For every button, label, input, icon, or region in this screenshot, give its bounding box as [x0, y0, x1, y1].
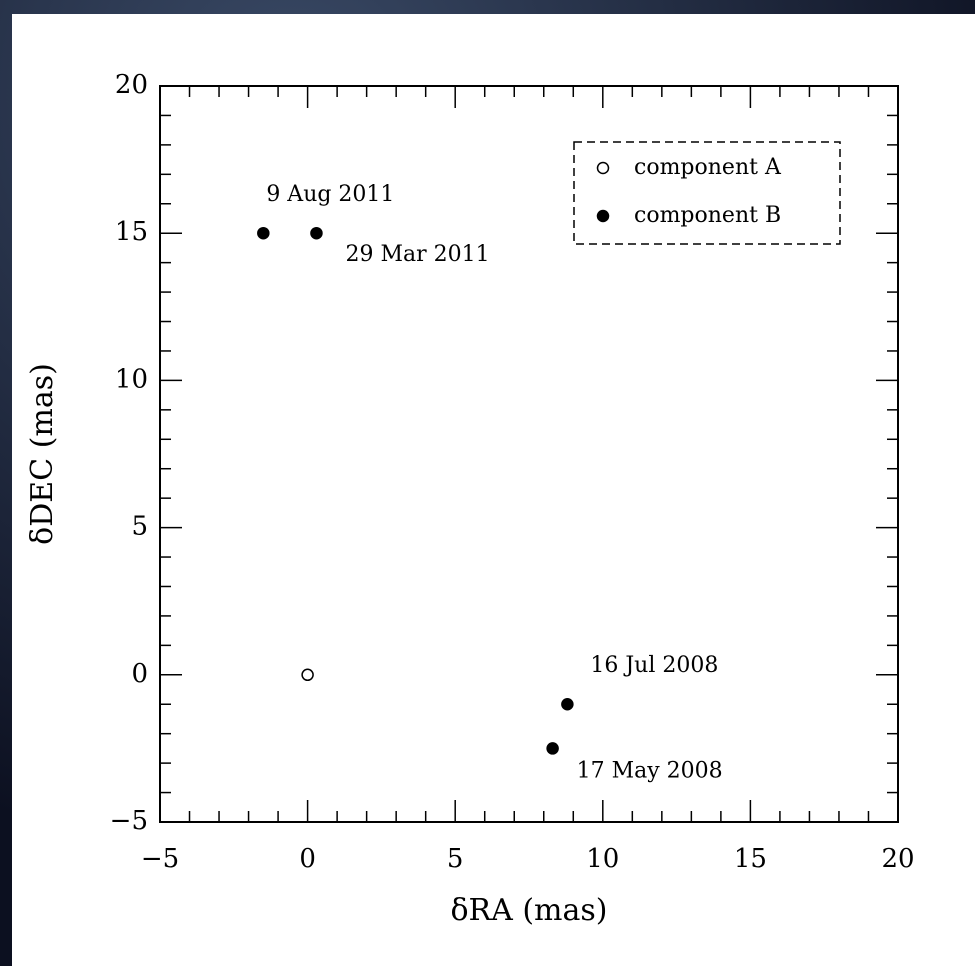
legend-marker — [596, 209, 610, 223]
y-tick-label: 0 — [131, 659, 148, 689]
y-tick-label: 20 — [115, 70, 148, 100]
y-axis-label: δDEC (mas) — [25, 363, 60, 545]
y-tick-label: −5 — [110, 806, 148, 836]
x-tick-label: 15 — [734, 844, 767, 874]
plot-frame — [159, 85, 899, 823]
x-tick-label: 20 — [881, 844, 914, 874]
point-label: 9 Aug 2011 — [266, 182, 394, 207]
point-label: 17 May 2008 — [577, 758, 723, 783]
y-tick-label: 5 — [131, 512, 148, 542]
legend-box — [573, 141, 841, 245]
x-tick-label: 0 — [299, 844, 316, 874]
point-label: 16 Jul 2008 — [590, 653, 718, 678]
x-tick-label: 5 — [447, 844, 464, 874]
y-tick-label: 15 — [115, 217, 148, 247]
point — [257, 226, 270, 240]
point — [301, 668, 314, 682]
x-tick-label: −5 — [141, 844, 179, 874]
point — [546, 742, 559, 755]
legend-label: component B — [634, 203, 781, 228]
point — [310, 226, 323, 240]
legend-marker — [596, 161, 610, 175]
point — [561, 697, 574, 711]
point-label: 29 Mar 2011 — [345, 242, 489, 267]
x-axis-label: δRA (mas) — [451, 893, 608, 928]
legend-label: component A — [634, 155, 782, 180]
x-tick-label: 10 — [586, 844, 619, 874]
y-tick-label: 10 — [115, 364, 148, 394]
